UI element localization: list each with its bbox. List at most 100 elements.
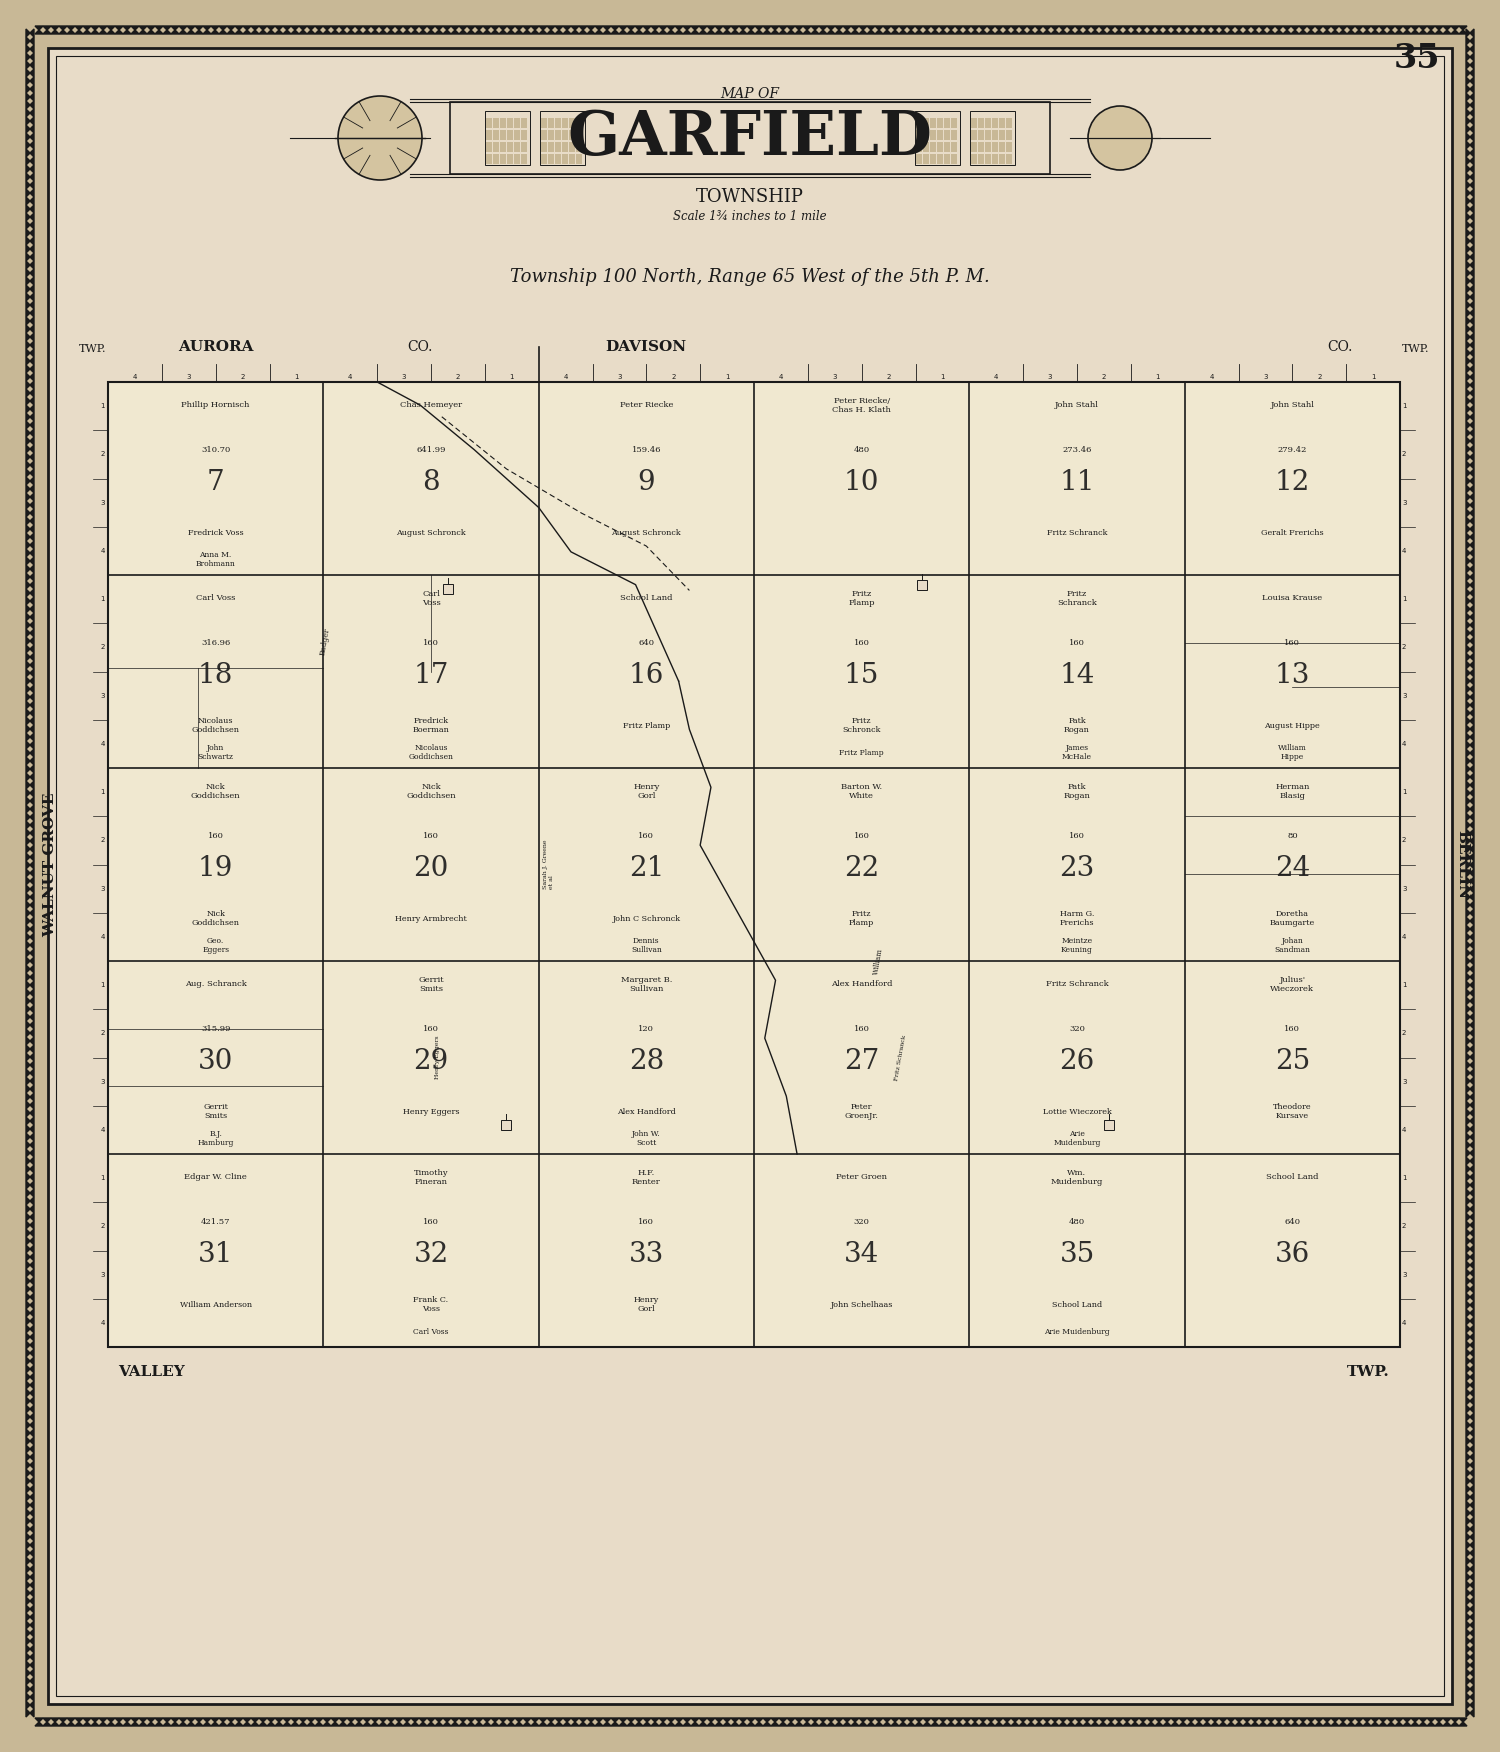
Polygon shape	[1466, 965, 1470, 972]
Polygon shape	[26, 158, 30, 165]
Polygon shape	[562, 1722, 572, 1726]
Polygon shape	[1340, 30, 1347, 33]
Polygon shape	[1466, 941, 1470, 950]
Polygon shape	[1466, 732, 1470, 741]
Polygon shape	[1466, 1309, 1470, 1318]
Polygon shape	[82, 1719, 92, 1722]
Polygon shape	[1470, 53, 1474, 61]
Polygon shape	[30, 1573, 34, 1580]
Polygon shape	[30, 988, 34, 997]
Polygon shape	[1470, 1437, 1474, 1445]
Polygon shape	[1148, 30, 1155, 33]
Polygon shape	[1470, 1636, 1474, 1645]
Polygon shape	[1172, 26, 1179, 30]
Polygon shape	[30, 1190, 34, 1197]
Polygon shape	[1466, 645, 1470, 653]
Polygon shape	[644, 30, 651, 33]
Polygon shape	[778, 26, 788, 30]
Polygon shape	[915, 30, 922, 33]
Polygon shape	[946, 26, 956, 30]
Polygon shape	[1466, 261, 1470, 270]
Polygon shape	[908, 26, 915, 30]
Polygon shape	[291, 26, 298, 30]
Polygon shape	[419, 1722, 428, 1726]
Polygon shape	[30, 1309, 34, 1318]
Text: Patk
Rogan: Patk Rogan	[1064, 717, 1090, 734]
Polygon shape	[130, 1722, 140, 1726]
Bar	[916, 130, 922, 140]
Text: School Land: School Land	[1052, 1300, 1102, 1309]
Polygon shape	[932, 26, 939, 30]
Polygon shape	[1470, 77, 1474, 86]
Polygon shape	[435, 26, 442, 30]
Polygon shape	[30, 916, 34, 925]
Polygon shape	[236, 26, 243, 30]
Polygon shape	[284, 1722, 291, 1726]
Polygon shape	[427, 30, 435, 33]
Polygon shape	[30, 1093, 34, 1100]
Polygon shape	[30, 413, 34, 420]
Polygon shape	[26, 1486, 30, 1493]
Bar	[540, 110, 585, 165]
Polygon shape	[1220, 26, 1227, 30]
Polygon shape	[620, 30, 627, 33]
Text: 2: 2	[100, 837, 105, 843]
Polygon shape	[30, 1181, 34, 1190]
Polygon shape	[771, 26, 778, 30]
Polygon shape	[1466, 701, 1470, 710]
Bar	[568, 142, 574, 152]
Polygon shape	[30, 582, 34, 589]
Text: School Land: School Land	[1266, 1174, 1318, 1181]
Polygon shape	[1470, 237, 1474, 245]
Text: 1: 1	[940, 373, 945, 380]
Polygon shape	[1466, 477, 1470, 485]
Polygon shape	[579, 1719, 586, 1722]
Text: Nick
Goddichsen: Nick Goddichsen	[406, 783, 456, 799]
Text: John C Schronck: John C Schronck	[612, 915, 681, 923]
Polygon shape	[1470, 750, 1474, 757]
Polygon shape	[747, 1719, 754, 1722]
Polygon shape	[51, 26, 58, 30]
Polygon shape	[812, 1722, 819, 1726]
Polygon shape	[1402, 1719, 1411, 1722]
Polygon shape	[1470, 1100, 1474, 1109]
Polygon shape	[1466, 804, 1470, 813]
Text: 4: 4	[1402, 548, 1407, 554]
Polygon shape	[970, 1722, 980, 1726]
Polygon shape	[178, 26, 188, 30]
Polygon shape	[44, 1722, 51, 1726]
Polygon shape	[30, 1605, 34, 1614]
Polygon shape	[30, 1205, 34, 1212]
Polygon shape	[1466, 750, 1470, 757]
Polygon shape	[1466, 717, 1470, 725]
Polygon shape	[1466, 1268, 1470, 1277]
Polygon shape	[1466, 1573, 1470, 1580]
Bar	[1007, 117, 1013, 128]
Polygon shape	[243, 1722, 250, 1726]
Polygon shape	[30, 373, 34, 380]
Text: Edgar W. Cline: Edgar W. Cline	[184, 1174, 248, 1181]
Bar	[978, 130, 984, 140]
Polygon shape	[1470, 1118, 1474, 1125]
Polygon shape	[956, 1719, 963, 1722]
Polygon shape	[30, 1358, 34, 1365]
Polygon shape	[26, 885, 30, 894]
Polygon shape	[884, 30, 891, 33]
Polygon shape	[26, 1477, 30, 1486]
Polygon shape	[1466, 1661, 1470, 1670]
Polygon shape	[30, 477, 34, 485]
Polygon shape	[380, 1719, 387, 1722]
Polygon shape	[452, 30, 459, 33]
Polygon shape	[1466, 526, 1470, 533]
Polygon shape	[1466, 140, 1470, 149]
Polygon shape	[147, 26, 154, 30]
Polygon shape	[1470, 564, 1474, 573]
Polygon shape	[1470, 286, 1474, 293]
Polygon shape	[26, 1430, 30, 1437]
Polygon shape	[915, 26, 922, 30]
Polygon shape	[699, 1719, 706, 1722]
Polygon shape	[1124, 30, 1131, 33]
Polygon shape	[1028, 1722, 1035, 1726]
Polygon shape	[411, 1719, 419, 1722]
Polygon shape	[586, 1719, 596, 1722]
